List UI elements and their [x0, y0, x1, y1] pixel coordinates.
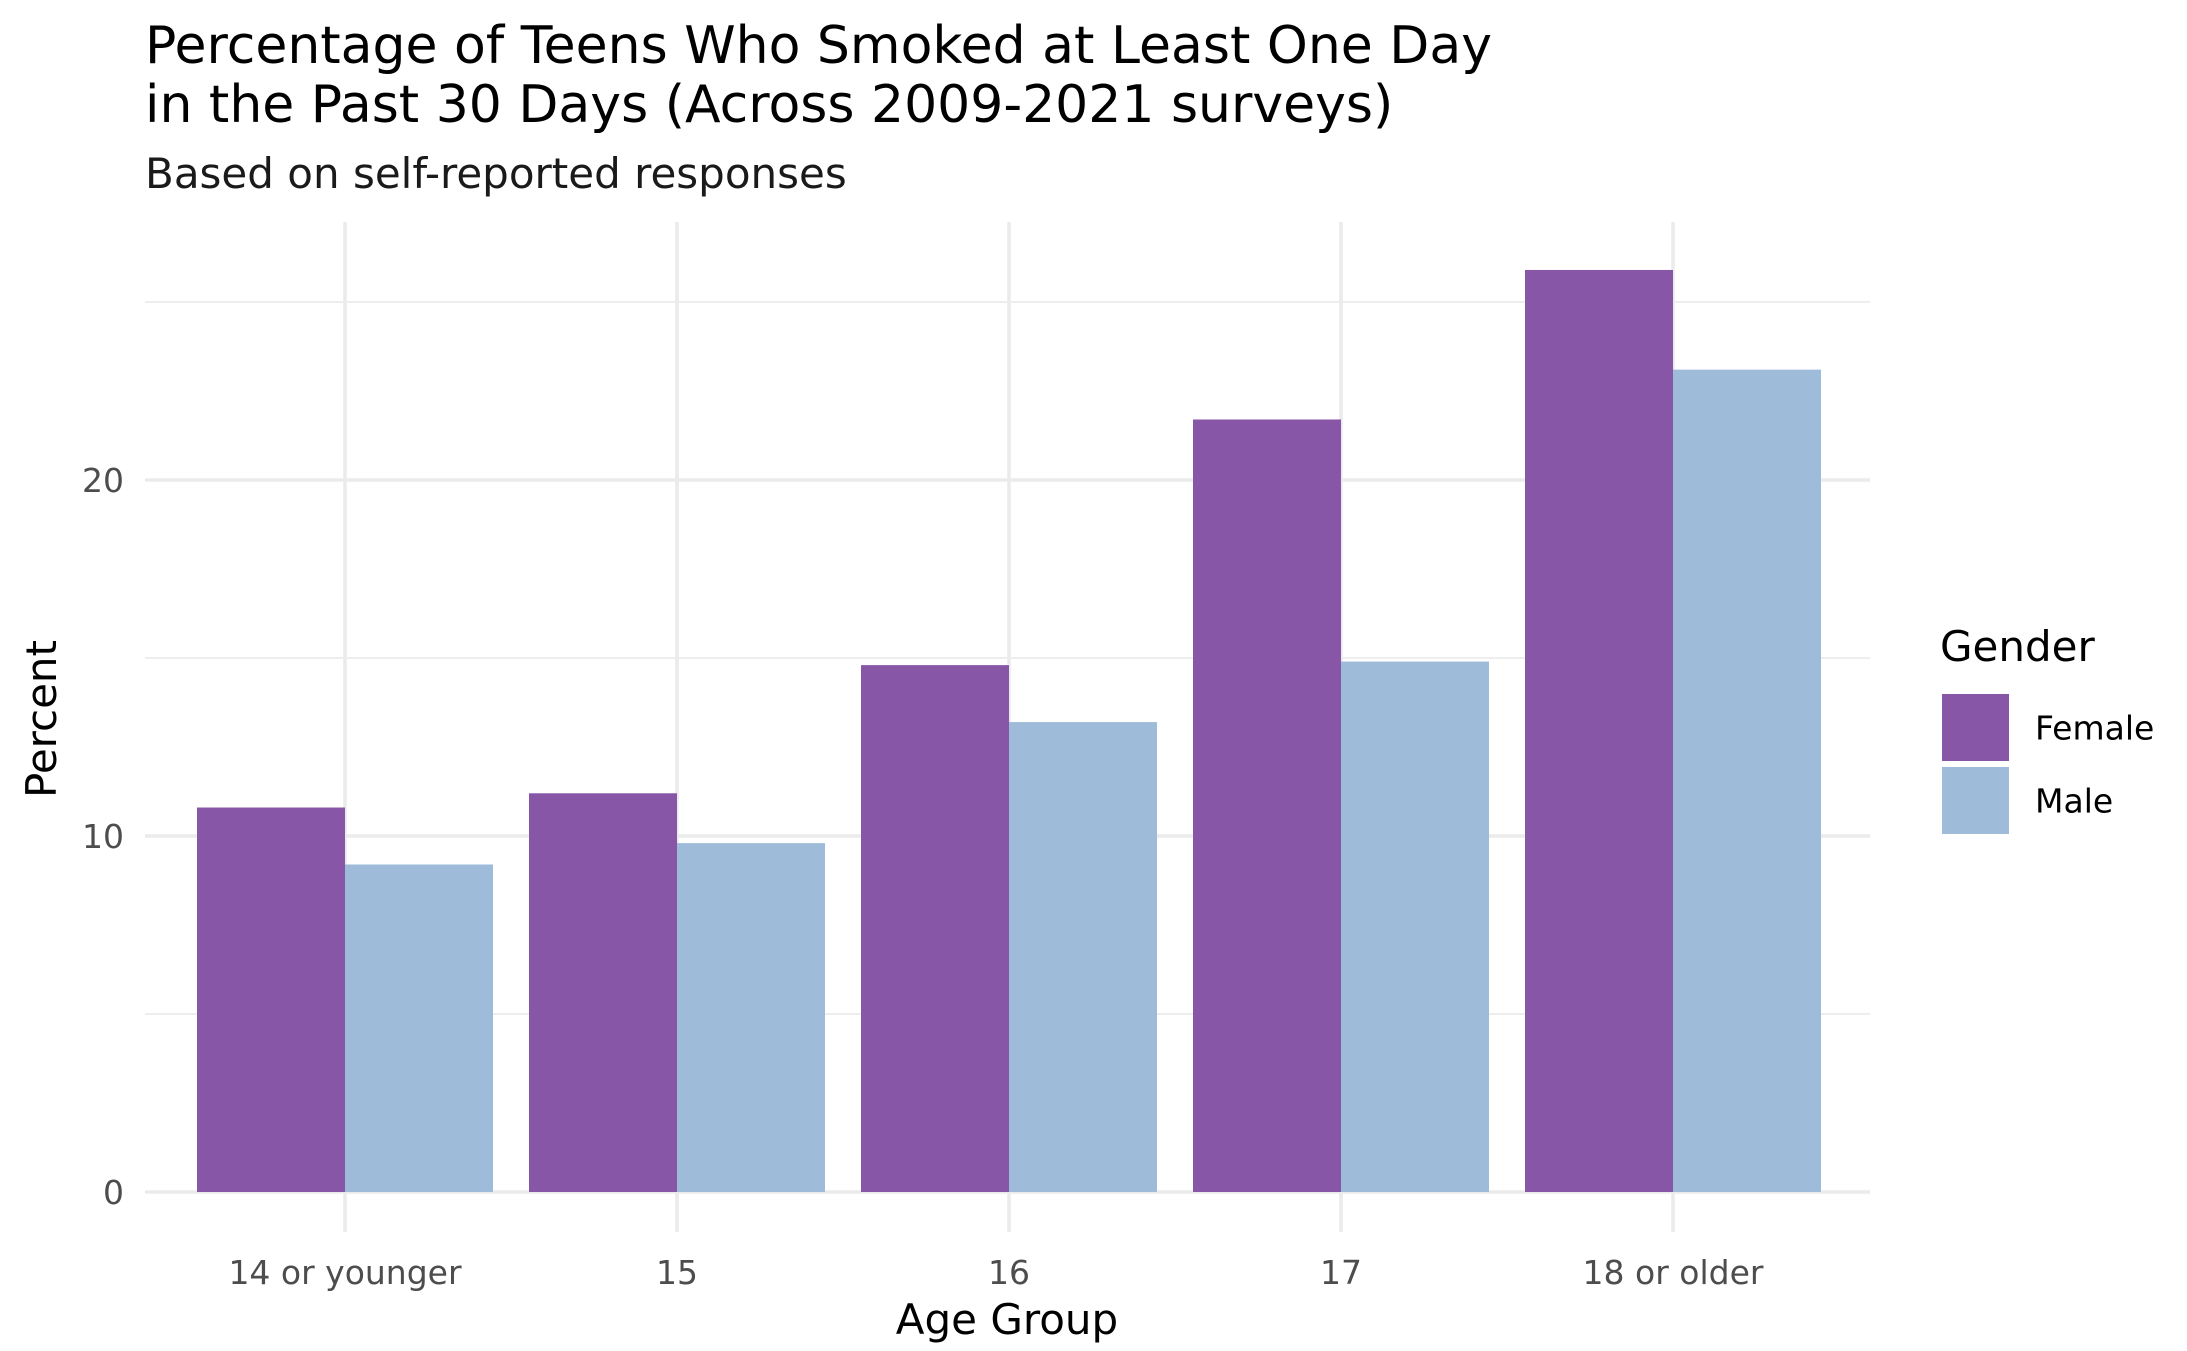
bar-female-0 [197, 807, 345, 1192]
legend-key-female [1942, 694, 2009, 761]
legend: Gender Female Male [1940, 622, 2154, 834]
bar-male-0 [345, 864, 493, 1192]
bar-female-4 [1525, 269, 1673, 1193]
bar-male-2 [1009, 722, 1157, 1192]
bar-female-1 [529, 793, 677, 1192]
x-tick-label: 15 [656, 1253, 698, 1292]
legend-label-male: Male [2035, 782, 2113, 821]
legend-key-male [1942, 767, 2009, 834]
y-axis-ticks: 0 10 20 [82, 461, 124, 1212]
chart-title-line-1: Percentage of Teens Who Smoked at Least … [145, 16, 1492, 76]
legend-title: Gender [1940, 622, 2096, 671]
bars [197, 269, 1821, 1193]
y-tick-label: 10 [82, 817, 124, 856]
x-tick-label: 18 or older [1583, 1253, 1764, 1292]
y-tick-label: 0 [103, 1173, 124, 1212]
bar-male-3 [1341, 661, 1489, 1192]
legend-label-female: Female [2035, 709, 2154, 748]
x-tick-label: 16 [988, 1253, 1030, 1292]
x-axis-ticks: 14 or younger 15 16 17 18 or older [228, 1253, 1763, 1292]
x-tick-label: 14 or younger [228, 1253, 462, 1292]
y-axis-title: Percent [17, 640, 66, 798]
chart-subtitle: Based on self-reported responses [145, 149, 847, 198]
bar-male-4 [1673, 369, 1821, 1192]
bar-male-1 [677, 843, 825, 1192]
chart-title-line-2: in the Past 30 Days (Across 2009-2021 su… [145, 75, 1393, 135]
bar-female-2 [861, 665, 1009, 1192]
x-axis-title: Age Group [896, 1295, 1118, 1344]
x-tick-label: 17 [1320, 1253, 1362, 1292]
bar-female-3 [1193, 419, 1341, 1193]
y-tick-label: 20 [82, 461, 124, 500]
